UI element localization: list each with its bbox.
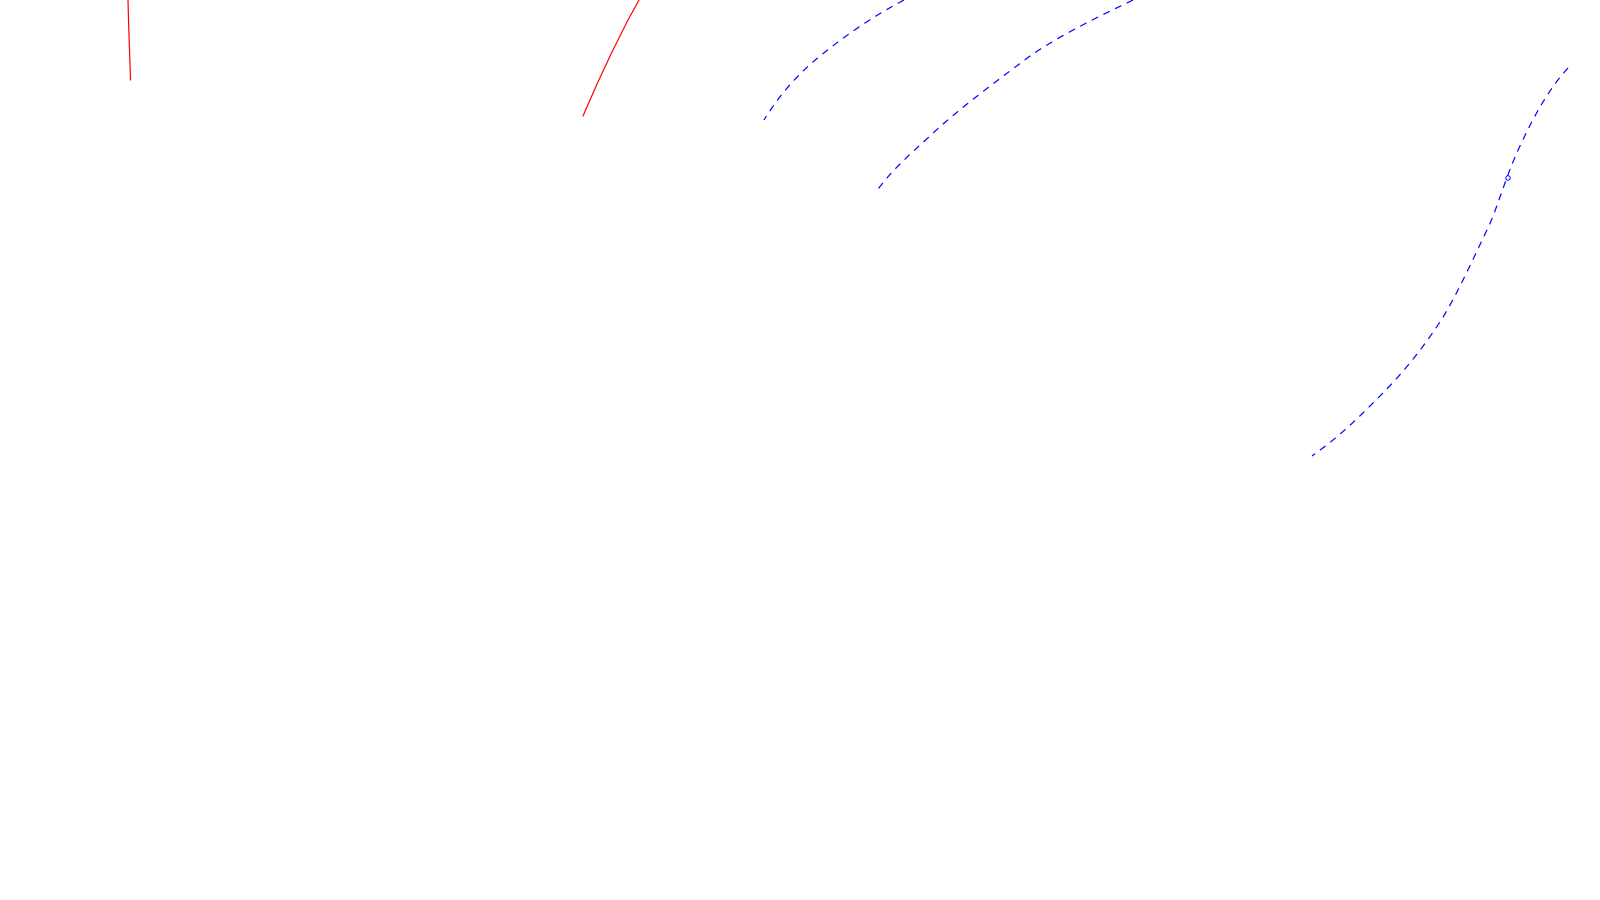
blue-dashed-stroke-right[interactable]	[1311, 67, 1569, 457]
red-solid-stroke-vertical[interactable]	[127, 0, 132, 81]
blue-dashed-stroke-vertex-marker[interactable]	[1505, 175, 1511, 181]
blue-dashed-stroke-middle[interactable]	[875, 0, 1134, 193]
blue-dashed-stroke-upper-left[interactable]	[763, 0, 905, 121]
red-solid-stroke-diagonal[interactable]	[582, 0, 640, 117]
